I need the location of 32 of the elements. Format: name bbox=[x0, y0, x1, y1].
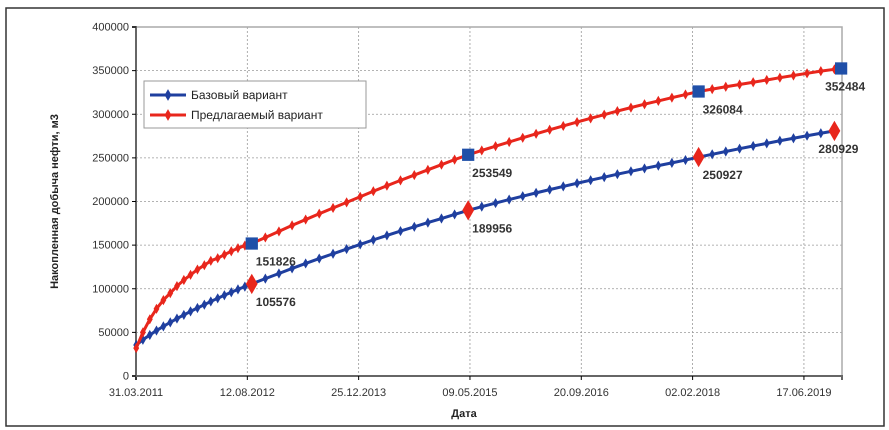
x-tick-label: 25.12.2013 bbox=[331, 387, 386, 400]
y-tick-label: 0 bbox=[122, 370, 129, 383]
legend-label: Предлагаемый вариант bbox=[191, 108, 324, 122]
y-tick-label: 200000 bbox=[92, 196, 129, 208]
data-label: 189956 bbox=[472, 221, 513, 236]
y-tick-label: 400000 bbox=[92, 22, 129, 34]
point bbox=[246, 237, 258, 250]
x-tick-label: 09.05.2015 bbox=[442, 387, 498, 400]
data-label: 105576 bbox=[256, 294, 296, 309]
x-tick-label: 17.06.2019 bbox=[776, 387, 832, 400]
data-label: 326084 bbox=[702, 102, 743, 116]
y-tick-label: 250000 bbox=[92, 152, 129, 164]
x-tick-label: 02.02.2018 bbox=[665, 387, 720, 400]
data-label: 352484 bbox=[825, 79, 866, 94]
x-tick-label: 12.08.2012 bbox=[220, 387, 275, 400]
y-tick-label: 150000 bbox=[92, 240, 129, 252]
point bbox=[462, 148, 474, 161]
y-axis-title: Накопленная добыча нефти, м3 bbox=[49, 114, 61, 289]
point bbox=[692, 85, 705, 98]
x-axis-title: Дата bbox=[451, 408, 478, 420]
data-label: 151826 bbox=[256, 254, 296, 269]
y-tick-label: 300000 bbox=[92, 108, 129, 121]
x-tick-label: 31.03.2011 bbox=[108, 387, 164, 400]
legend-label: Базовый вариант bbox=[191, 88, 288, 102]
data-label: 280929 bbox=[818, 142, 859, 156]
y-tick-label: 50000 bbox=[98, 326, 129, 339]
y-tick-label: 350000 bbox=[92, 65, 129, 78]
point bbox=[834, 62, 848, 75]
data-label: 253549 bbox=[472, 166, 513, 180]
data-label: 250927 bbox=[702, 168, 743, 182]
y-tick-label: 100000 bbox=[92, 283, 129, 296]
x-tick-label: 20.09.2016 bbox=[554, 387, 609, 400]
